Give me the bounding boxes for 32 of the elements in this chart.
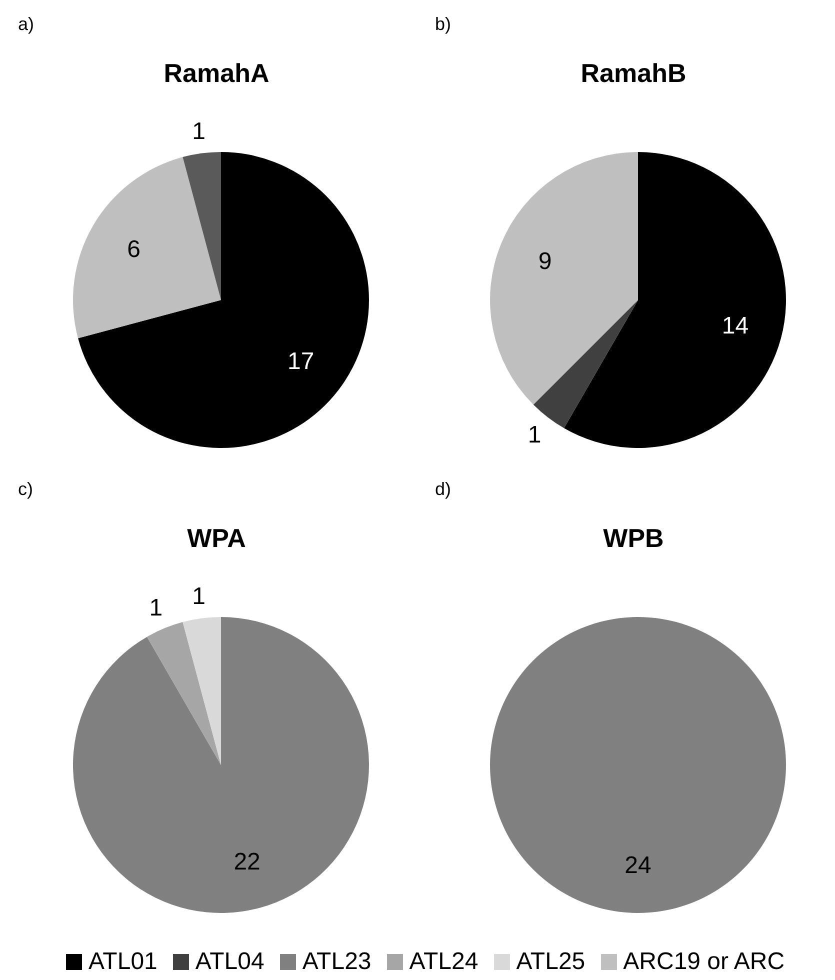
data-label: 1 — [528, 421, 542, 448]
legend-label: ATL23 — [302, 948, 372, 976]
data-label: 22 — [234, 848, 260, 876]
legend-label: ATL24 — [409, 948, 478, 976]
text: b) — [435, 14, 452, 35]
text: a) — [18, 14, 34, 35]
chart-title: RamahA — [162, 58, 270, 89]
pie-slice — [73, 157, 221, 338]
data-label: 1 — [149, 594, 163, 622]
chart-title: RamahB — [580, 58, 688, 89]
pie-slice — [182, 617, 221, 765]
pie-slice — [78, 152, 369, 448]
data-label: 6 — [127, 236, 141, 264]
legend-label: ATL01 — [88, 948, 158, 976]
pie-slice — [490, 152, 638, 405]
legend-label: ATL04 — [195, 948, 264, 976]
data-label: 9 — [538, 248, 552, 275]
text: d) — [435, 479, 452, 500]
pie-slice — [147, 622, 221, 765]
data-label: 1 — [192, 118, 206, 145]
data-label: 17 — [287, 348, 314, 375]
legend-label: ATL25 — [516, 948, 586, 976]
data-label: 14 — [722, 312, 749, 340]
pie-slice — [564, 152, 786, 448]
data-label: 24 — [624, 852, 652, 880]
pie-slice — [182, 152, 221, 300]
data-label: 1 — [192, 582, 206, 610]
pie-slice — [73, 617, 369, 913]
text: c) — [18, 479, 33, 500]
legend-label: ARC19 or ARC — [623, 948, 785, 976]
chart-title: WPA — [186, 523, 247, 554]
chart-title: WPB — [602, 523, 665, 554]
